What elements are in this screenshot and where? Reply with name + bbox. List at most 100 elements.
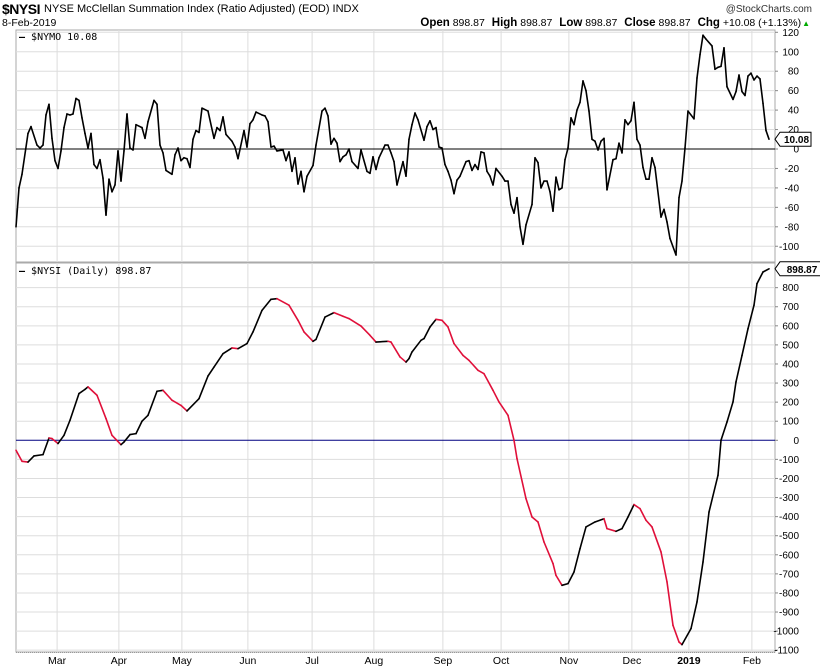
nysi-line-segment: [303, 331, 314, 343]
nysi-line-segment: [63, 419, 71, 437]
nysi-y-tick-label: -200: [779, 474, 799, 485]
nysi-line-segment: [594, 517, 605, 523]
nymo-y-tick-label: 120: [782, 28, 799, 39]
nymo-line-segment: [561, 158, 566, 189]
nymo-line-segment: [621, 119, 626, 154]
nymo-line-segment: [582, 80, 587, 92]
nymo-y-tick-label: -100: [779, 242, 799, 253]
nysi-y-tick-label: -700: [779, 569, 799, 580]
nymo-line-segment: [42, 114, 47, 146]
nymo-line-segment: [552, 176, 557, 213]
nysi-line-segment: [147, 390, 158, 417]
nymo-line-segment: [303, 175, 308, 193]
low-value: 898.87: [585, 17, 618, 29]
nymo-line-segment: [288, 151, 293, 173]
nymo-line-segment: [117, 150, 122, 182]
nysi-line-segment: [702, 511, 710, 563]
chart-date: 8-Feb-2019: [2, 17, 57, 29]
nysi-line-segment: [561, 582, 569, 587]
nymo-last-value-tag: 10.08: [774, 131, 812, 147]
nysi-line-segment: [246, 331, 254, 345]
nysi-line-segment: [690, 601, 698, 630]
x-tick-label: 2019: [677, 655, 701, 667]
nymo-tag-text: 10.08: [784, 135, 809, 146]
nymo-y-tick-label: 20: [788, 125, 800, 136]
nysi-line-segment: [525, 497, 533, 518]
nysi-line-segment: [51, 437, 59, 445]
nymo-line-segment: [393, 160, 398, 186]
nymo-line-segment: [744, 75, 749, 97]
nymo-line-segment: [99, 158, 104, 179]
nymo-line-segment: [453, 179, 458, 195]
nysi-line-segment: [411, 339, 422, 353]
nysi-line-segment: [606, 527, 617, 533]
nymo-line-segment: [249, 119, 254, 125]
nysi-line-segment: [603, 517, 608, 530]
nysi-line-segment: [252, 309, 263, 333]
nymo-line-segment: [123, 113, 128, 152]
nymo-line-segment: [357, 149, 362, 170]
nymo-line-segment: [648, 156, 653, 180]
nymo-line-segment: [120, 150, 125, 182]
nymo-line-segment: [378, 144, 386, 159]
nysi-line-segment: [477, 369, 485, 375]
nysi-line-segment: [447, 326, 455, 345]
symbol: $NYSI: [2, 1, 40, 17]
nymo-line-segment: [495, 167, 503, 178]
nymo-line-segment: [315, 110, 323, 146]
nymo-line-segment: [15, 187, 20, 228]
nysi-line-segment: [399, 356, 407, 363]
nysi-line-segment: [720, 421, 728, 442]
nymo-line-segment: [162, 152, 167, 172]
nymo-line-segment: [429, 119, 434, 131]
nysi-line-segment: [627, 503, 635, 518]
nymo-plot-area: [15, 29, 776, 263]
nysi-line-segment: [171, 399, 182, 407]
nysi-line-segment: [123, 433, 131, 443]
nysi-y-tick-label: -1000: [773, 627, 799, 638]
nysi-line-segment: [96, 394, 107, 420]
x-tick-label: Jun: [239, 655, 256, 667]
nysi-line-segment: [213, 352, 224, 368]
nymo-line-segment: [171, 154, 176, 176]
nysi-y-tick-label: 200: [782, 398, 799, 409]
nymo-line-segment: [207, 110, 215, 140]
brand-watermark[interactable]: @StockCharts.com: [725, 4, 812, 15]
nymo-line-segment: [579, 80, 584, 104]
nymo-line-segment: [663, 208, 668, 223]
nymo-line-segment: [483, 152, 488, 173]
nymo-line-segment: [636, 138, 641, 146]
nysi-line-segment: [516, 457, 527, 500]
nymo-line-segment: [51, 137, 56, 162]
nymo-line-segment: [300, 170, 305, 193]
nymo-line-segment: [198, 107, 203, 134]
nymo-line-segment: [519, 226, 524, 246]
nymo-legend: — $NYMO 10.08: [19, 32, 97, 43]
nymo-y-tick-label: 0: [793, 145, 799, 156]
nymo-line-segment: [759, 78, 764, 105]
nymo-line-segment: [693, 77, 698, 120]
nymo-line-segment: [546, 180, 551, 193]
nymo-line-segment: [57, 150, 62, 170]
nymo-line-segment: [765, 129, 770, 140]
nysi-line-segment: [513, 439, 518, 460]
nymo-y-tick-label: 40: [788, 106, 800, 117]
nymo-line-segment: [189, 138, 194, 169]
nysi-line-segment: [324, 311, 335, 318]
nymo-line-segment: [738, 74, 743, 93]
nymo-line-segment: [375, 156, 380, 171]
nymo-line-segment: [681, 147, 686, 182]
nymo-line-segment: [111, 184, 116, 193]
nymo-line-segment: [414, 112, 419, 121]
nymo-line-segment: [267, 120, 272, 148]
nysi-line-segment: [369, 334, 377, 343]
nysi-line-segment: [441, 319, 449, 328]
x-tick-label: Jul: [305, 655, 318, 667]
nymo-line-segment: [567, 117, 572, 149]
nysi-line-segment: [15, 449, 23, 463]
nymo-line-segment: [675, 196, 680, 256]
nymo-y-tick-label: 60: [788, 86, 800, 97]
nysi-line-segment: [552, 562, 557, 577]
nymo-panel: 120 100 80 60 40 20 0 -20 -40 -60 -80 -100 10.08: [15, 28, 812, 263]
high-label: High: [491, 17, 518, 29]
